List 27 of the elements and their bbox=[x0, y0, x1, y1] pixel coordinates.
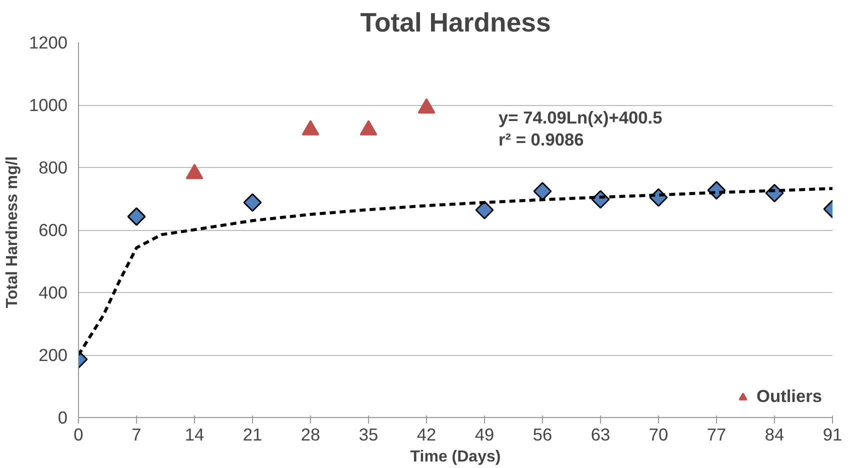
y-tick-label: 800 bbox=[38, 158, 68, 178]
annotation: r² = 0.9086 bbox=[498, 130, 584, 150]
x-tick-label: 91 bbox=[822, 424, 842, 444]
y-tick-label: 400 bbox=[38, 282, 68, 302]
x-tick-label: 49 bbox=[474, 424, 494, 444]
x-axis-title: Time (Days) bbox=[410, 448, 501, 466]
x-tick-label: 63 bbox=[590, 424, 610, 444]
x-tick-label: 7 bbox=[132, 424, 142, 444]
y-axis-title: Total Hardness mg/l bbox=[4, 156, 21, 308]
y-tick-label: 200 bbox=[38, 345, 68, 365]
x-tick-label: 21 bbox=[242, 424, 262, 444]
x-tick-label: 28 bbox=[300, 424, 320, 444]
x-tick-label: 35 bbox=[358, 424, 378, 444]
y-tick-label: 1200 bbox=[28, 32, 68, 52]
legend-label: Outliers bbox=[756, 386, 822, 407]
chart-title: Total Hardness bbox=[360, 8, 551, 38]
x-tick-label: 84 bbox=[764, 424, 784, 444]
x-tick-label: 70 bbox=[648, 424, 668, 444]
x-tick-label: 42 bbox=[416, 424, 436, 444]
y-tick-label: 1000 bbox=[28, 95, 68, 115]
annotation: y= 74.09Ln(x)+400.5 bbox=[498, 108, 663, 128]
y-tick-label: 600 bbox=[38, 220, 68, 240]
y-tick-label: 0 bbox=[58, 408, 68, 428]
x-tick-label: 0 bbox=[74, 424, 84, 444]
x-tick-label: 14 bbox=[184, 424, 204, 444]
x-tick-label: 56 bbox=[532, 424, 552, 444]
x-tick-label: 77 bbox=[706, 424, 726, 444]
